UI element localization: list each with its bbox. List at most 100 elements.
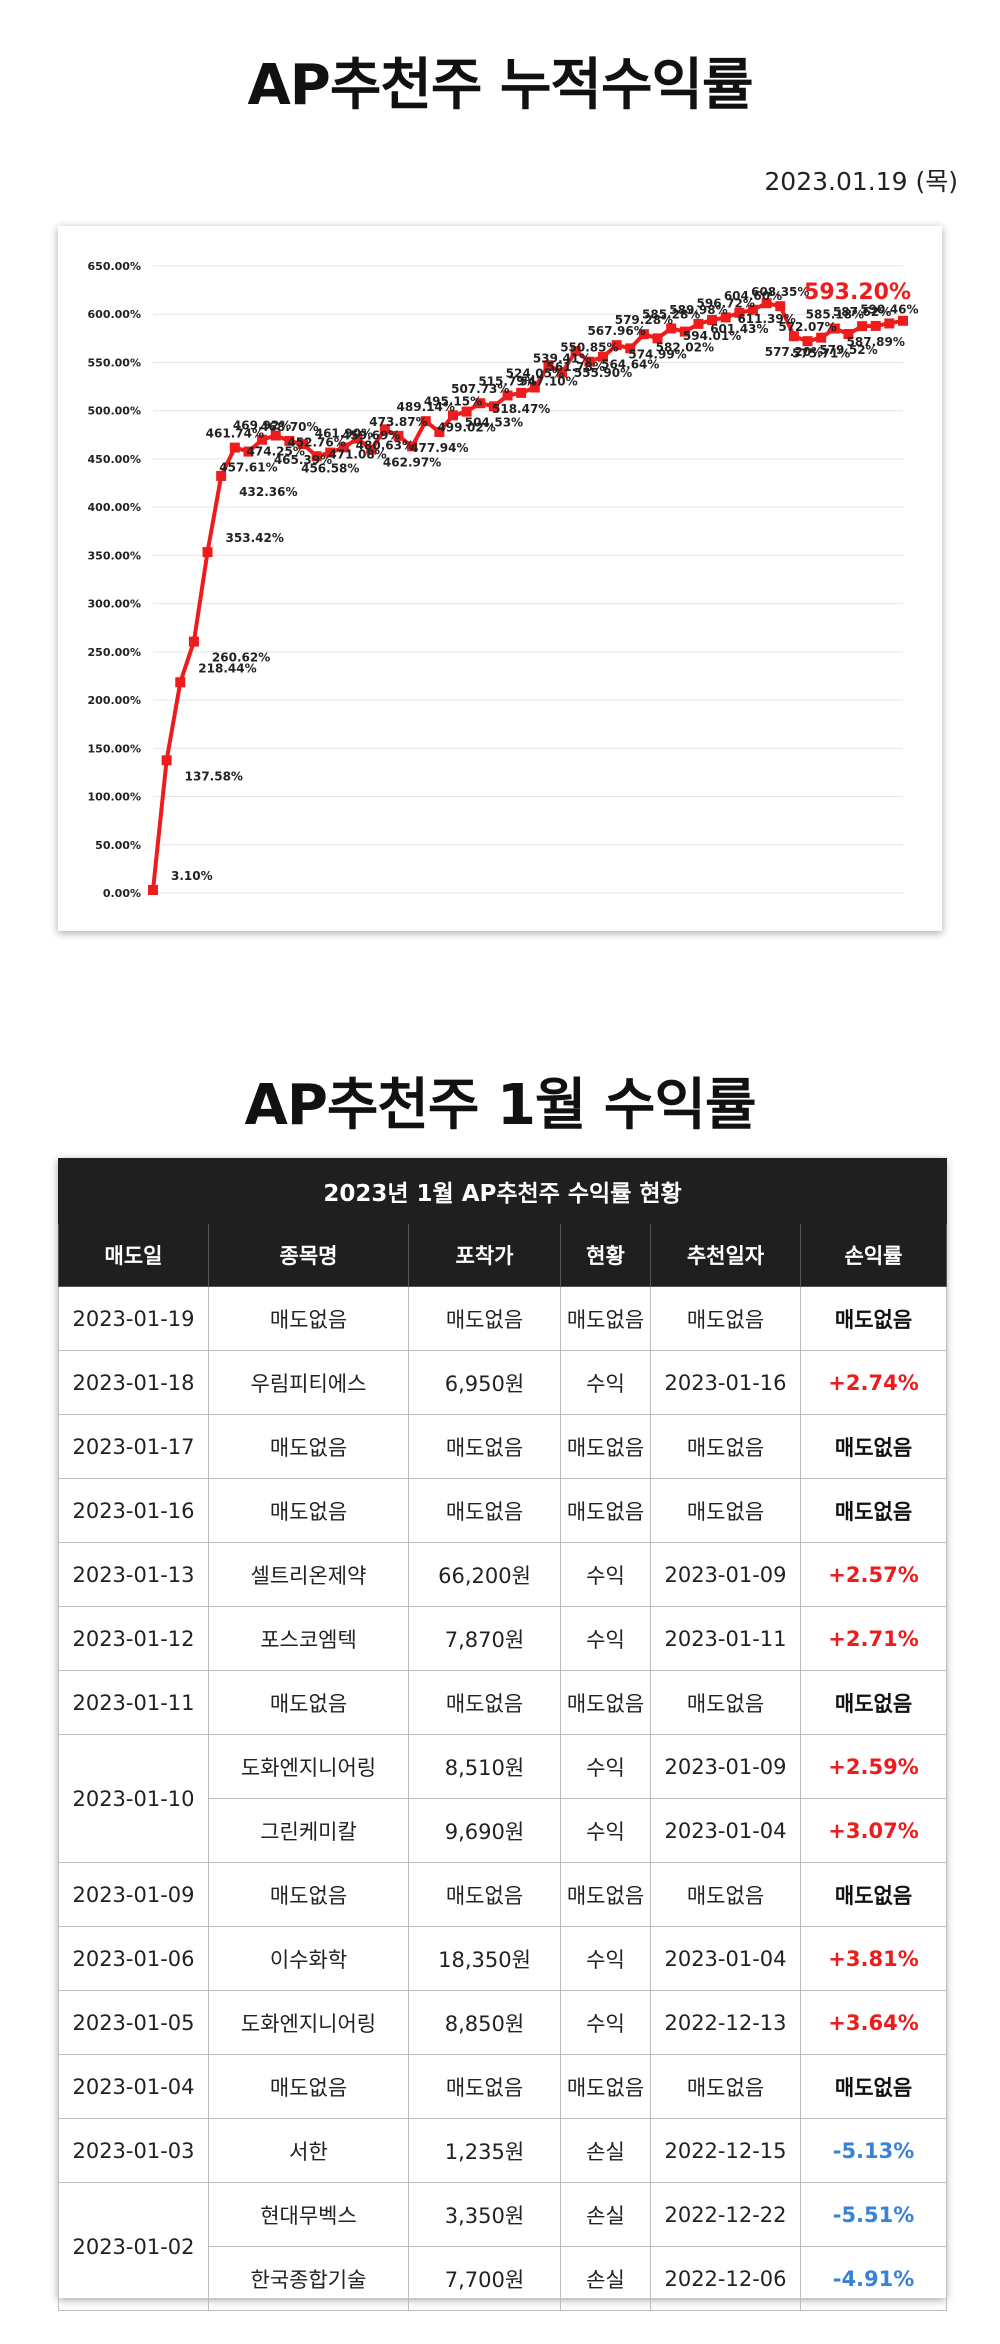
- data-label: 555.90%: [574, 366, 632, 380]
- price-cell: 매도없음: [408, 1286, 561, 1351]
- data-point: [175, 677, 186, 688]
- data-point: [298, 439, 308, 450]
- data-label: 353.42%: [226, 531, 284, 545]
- data-label: 461.90%: [315, 426, 373, 440]
- table-header-row: 매도일 종목명 포착가 현황 추천일자 손익률: [58, 1223, 948, 1287]
- rec-date-cell: 2022-12-15: [650, 2118, 801, 2183]
- y-tick-label: 550.00%: [88, 356, 141, 369]
- y-tick-label: 200.00%: [88, 694, 141, 707]
- sell-date-cell: 2023-01-03: [58, 2118, 209, 2183]
- data-label: 564.64%: [601, 357, 659, 371]
- return-cell: 매도없음: [799, 2054, 948, 2119]
- col-header-price: 포착가: [408, 1223, 561, 1287]
- price-cell: 8,510원: [408, 1734, 561, 1799]
- data-point: [338, 442, 349, 453]
- data-point: [898, 315, 908, 326]
- status-cell: 손실: [560, 2246, 651, 2311]
- data-label: 587.62%: [833, 305, 891, 319]
- data-label: 452.76%: [287, 435, 345, 449]
- stock-name-cell: 셀트리온제약: [208, 1542, 409, 1607]
- price-cell: 매도없음: [408, 1414, 561, 1479]
- y-tick-label: 0.00%: [103, 887, 141, 900]
- data-label: 477.94%: [410, 441, 468, 455]
- data-point: [529, 382, 540, 393]
- data-point: [325, 447, 336, 458]
- data-point: [679, 326, 690, 337]
- price-cell: 3,350원: [408, 2182, 561, 2247]
- data-point: [352, 433, 363, 444]
- data-label: 137.58%: [185, 769, 243, 783]
- chart-svg: 0.00% 50.00% 100.00% 150.00% 200.00% 250.00% 3…: [88, 260, 919, 900]
- table-row: 2023-01-11 매도없음 매도없음 매도없음 매도없음 매도없음: [58, 1670, 948, 1735]
- status-cell: 매도없음: [560, 1414, 651, 1479]
- y-tick-label: 50.00%: [95, 839, 141, 852]
- data-label: 572.07%: [778, 320, 836, 334]
- status-cell: 손실: [560, 2182, 651, 2247]
- rec-date-cell: 2023-01-04: [650, 1926, 801, 1991]
- data-point: [666, 323, 677, 334]
- data-label: 462.97%: [383, 455, 441, 469]
- price-cell: 8,850원: [408, 1990, 561, 2055]
- data-label: 480.63%: [356, 438, 414, 452]
- data-label: 469.92%: [233, 419, 291, 433]
- table-row: 2023-01-19 매도없음 매도없음 매도없음 매도없음 매도없음: [58, 1286, 948, 1351]
- rec-date-cell: 2023-01-09: [650, 1734, 801, 1799]
- data-point: [366, 444, 377, 455]
- data-point: [598, 351, 608, 362]
- data-label: 539.41%: [533, 352, 591, 366]
- status-cell: 수익: [560, 1926, 651, 1991]
- y-tick-label: 450.00%: [88, 453, 141, 466]
- data-point: [693, 318, 704, 329]
- data-label: 474.25%: [247, 445, 305, 459]
- sell-date-cell: 2023-01-18: [58, 1350, 209, 1415]
- table-caption: 2023년 1월 AP추천주 수익률 현황: [57, 1158, 948, 1224]
- stock-name-cell: 현대무벡스: [208, 2182, 409, 2247]
- data-point: [434, 426, 445, 437]
- return-cell: +3.64%: [799, 1990, 948, 2055]
- data-point: [748, 304, 758, 315]
- data-label: 589.98%: [669, 303, 727, 317]
- table-row: 2023-01-09 매도없음 매도없음 매도없음 매도없음 매도없음: [58, 1862, 948, 1927]
- data-point: [543, 360, 554, 371]
- data-label: 457.61%: [219, 461, 277, 475]
- col-header-rec-date: 추천일자: [650, 1223, 801, 1287]
- data-point: [557, 367, 568, 378]
- stock-name-cell: 매도없음: [208, 1862, 409, 1927]
- y-tick-label: 350.00%: [88, 549, 141, 562]
- status-cell: 수익: [560, 1734, 651, 1799]
- price-cell: 1,235원: [408, 2118, 561, 2183]
- status-cell: 수익: [560, 1798, 651, 1863]
- data-point: [816, 332, 827, 343]
- return-cell: +2.57%: [799, 1542, 948, 1607]
- data-label: 567.96%: [587, 324, 645, 338]
- sell-date-cell: 2023-01-02: [58, 2182, 209, 2311]
- data-point: [775, 301, 786, 312]
- rec-date-cell: 매도없음: [650, 1478, 801, 1543]
- cumulative-return-chart: 0.00% 50.00% 100.00% 150.00% 200.00% 250.00% 3…: [58, 226, 942, 931]
- report-date: 2023.01.19 (목): [764, 167, 958, 196]
- rec-date-cell: 매도없음: [650, 2054, 801, 2119]
- data-point: [734, 307, 745, 318]
- data-label: 456.58%: [301, 462, 359, 476]
- data-point: [707, 315, 718, 326]
- y-tick-label: 100.00%: [88, 791, 141, 804]
- col-header-name: 종목명: [208, 1223, 409, 1287]
- table-row: 2023-01-03 서한 1,235원 손실 2022-12-15 -5.13%: [58, 2118, 948, 2183]
- data-label: 499.02%: [437, 421, 495, 435]
- price-cell: 7,700원: [408, 2246, 561, 2311]
- sell-date-cell: 2023-01-13: [58, 1542, 209, 1607]
- table-row: 2023-01-13 셀트리온제약 66,200원 수익 2023-01-09 +2.57…: [58, 1542, 948, 1607]
- stock-name-cell: 이수화학: [208, 1926, 409, 1991]
- status-cell: 매도없음: [560, 1286, 651, 1351]
- data-point: [570, 346, 581, 357]
- table-row: 2023-01-10 도화엔지니어링 8,510원 수익 2023-01-09 +2.59…: [58, 1734, 948, 1863]
- data-point: [516, 387, 527, 398]
- data-label: 577.20%: [765, 345, 823, 359]
- return-cell: +2.59%: [799, 1734, 948, 1799]
- rec-date-cell: 2023-01-04: [650, 1798, 801, 1863]
- status-cell: 매도없음: [560, 1478, 651, 1543]
- data-label: 504.53%: [465, 415, 523, 429]
- data-label: 608.35%: [751, 285, 809, 299]
- data-label: 582.02%: [656, 341, 714, 355]
- return-cell: 매도없음: [799, 1414, 948, 1479]
